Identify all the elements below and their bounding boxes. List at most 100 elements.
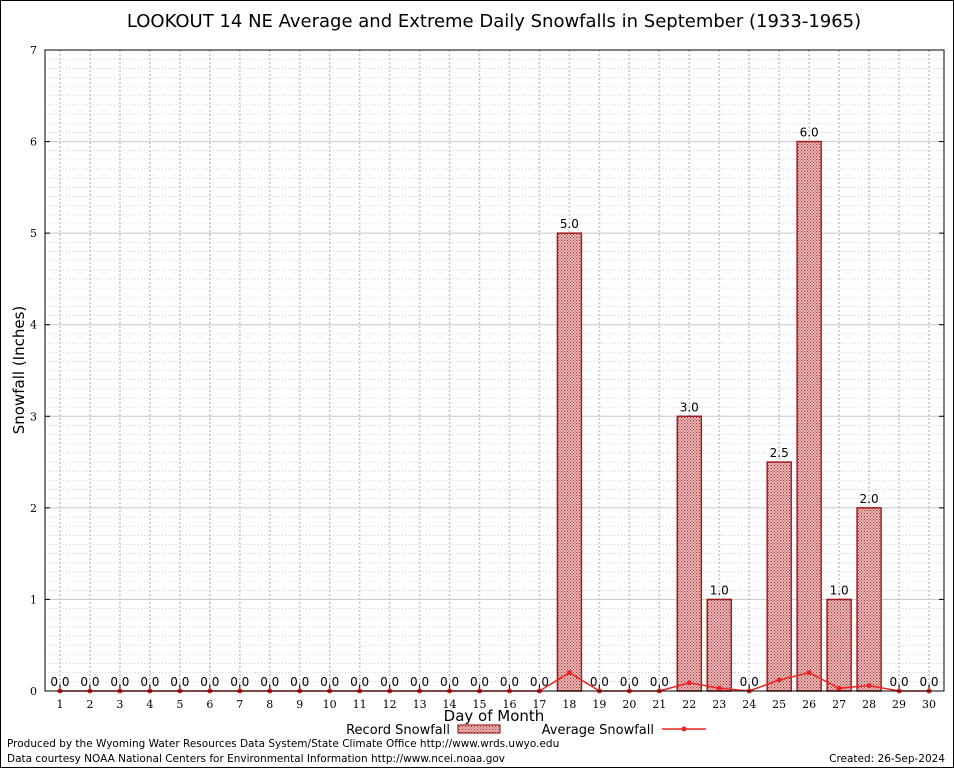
record-bar bbox=[766, 461, 792, 692]
record-value-label: 0.0 bbox=[230, 675, 249, 689]
record-value-label: 0.0 bbox=[380, 675, 399, 689]
x-tick-label: 23 bbox=[712, 698, 726, 711]
average-point bbox=[866, 683, 872, 689]
record-value-label: 0.0 bbox=[80, 675, 99, 689]
record-value-label: 0.0 bbox=[140, 675, 159, 689]
y-tick-label: 4 bbox=[30, 319, 37, 332]
record-value-label: 0.0 bbox=[590, 675, 609, 689]
record-value-label: 0.0 bbox=[620, 675, 639, 689]
record-value-label: 6.0 bbox=[800, 126, 819, 140]
x-tick-label: 3 bbox=[116, 698, 123, 711]
x-tick-label: 12 bbox=[383, 698, 397, 711]
grid-lines bbox=[45, 50, 944, 691]
x-tick-label: 13 bbox=[413, 698, 427, 711]
x-tick-label: 15 bbox=[473, 698, 487, 711]
x-tick-label: 27 bbox=[832, 698, 846, 711]
x-tick-label: 7 bbox=[236, 698, 243, 711]
legend-average-label: Average Snowfall bbox=[542, 723, 654, 738]
x-tick-label: 25 bbox=[772, 698, 786, 711]
average-point bbox=[566, 670, 572, 676]
y-tick-label: 3 bbox=[30, 410, 37, 423]
average-point bbox=[776, 677, 782, 683]
legend: Record Snowfall Average Snowfall bbox=[346, 723, 706, 738]
record-value-label: 0.0 bbox=[919, 675, 938, 689]
y-tick-labels: 0 1 2 3 4 5 6 7 bbox=[30, 44, 944, 698]
x-tick-label: 9 bbox=[296, 698, 303, 711]
average-point bbox=[806, 670, 812, 676]
record-value-label: 0.0 bbox=[350, 675, 369, 689]
average-point bbox=[716, 685, 722, 691]
record-value-label: 0.0 bbox=[50, 675, 69, 689]
x-tick-label: 6 bbox=[206, 698, 213, 711]
y-tick-label: 0 bbox=[30, 685, 37, 698]
footer-produced-by: Produced by the Wyoming Water Resources … bbox=[7, 738, 560, 750]
record-value-label: 0.0 bbox=[200, 675, 219, 689]
record-value-label: 0.0 bbox=[500, 675, 519, 689]
footer-data-courtesy: Data courtesy NOAA National Centers for … bbox=[7, 753, 506, 765]
record-bar bbox=[706, 598, 732, 692]
footer-created-date: Created: 26-Sep-2024 bbox=[829, 753, 945, 765]
record-value-label: 0.0 bbox=[260, 675, 279, 689]
x-tick-label: 8 bbox=[266, 698, 273, 711]
x-tick-label: 2 bbox=[86, 698, 93, 711]
record-bar bbox=[676, 415, 703, 692]
x-tick-label: 28 bbox=[862, 698, 876, 711]
average-point bbox=[686, 680, 692, 686]
x-tick-label: 30 bbox=[922, 698, 936, 711]
x-tick-label: 16 bbox=[502, 698, 516, 711]
record-value-label: 0.0 bbox=[650, 675, 669, 689]
x-tick-label: 14 bbox=[443, 698, 457, 711]
plot-area-border bbox=[44, 49, 945, 692]
x-tick-label: 17 bbox=[532, 698, 546, 711]
record-bar bbox=[556, 232, 583, 692]
record-bar bbox=[856, 507, 882, 692]
record-value-label: 2.0 bbox=[860, 492, 879, 506]
x-tick-label: 21 bbox=[652, 698, 666, 711]
x-tick-label: 20 bbox=[622, 698, 636, 711]
y-tick-label: 6 bbox=[30, 136, 37, 149]
x-tick-label: 4 bbox=[146, 698, 153, 711]
record-snowfall-bars bbox=[556, 140, 882, 692]
x-tick-label: 1 bbox=[56, 698, 63, 711]
average-point bbox=[836, 685, 842, 691]
x-tick-label: 22 bbox=[682, 698, 696, 711]
y-axis-label: Snowfall (Inches) bbox=[10, 306, 28, 434]
x-tick-label: 18 bbox=[562, 698, 576, 711]
record-value-label: 5.0 bbox=[560, 217, 579, 231]
y-tick-label: 1 bbox=[30, 593, 37, 606]
x-tick-label: 11 bbox=[353, 698, 367, 711]
x-tick-labels: 1 2 3 4 5 6 7 8 9 10 11 12 13 14 15 16 17 18 19 20 21 22 23 24 2… bbox=[56, 686, 936, 711]
x-axis-label: Day of Month bbox=[444, 707, 545, 725]
record-value-label: 0.0 bbox=[110, 675, 129, 689]
record-value-label: 0.0 bbox=[410, 675, 429, 689]
x-tick-label: 10 bbox=[323, 698, 337, 711]
record-value-label: 0.0 bbox=[470, 675, 489, 689]
record-value-label: 0.0 bbox=[320, 675, 339, 689]
x-tick-label: 24 bbox=[742, 698, 756, 711]
legend-average-marker bbox=[681, 726, 687, 732]
record-value-label: 2.5 bbox=[770, 446, 789, 460]
legend-record-label: Record Snowfall bbox=[346, 723, 450, 738]
bar-data-labels: 0.0 0.0 0.0 0.0 0.0 0.0 0.0 0.0 0.0 0.0 0.0 0.0 0.0 0… bbox=[50, 126, 938, 689]
x-tick-label: 29 bbox=[892, 698, 906, 711]
record-bar bbox=[796, 140, 822, 692]
x-tick-label: 26 bbox=[802, 698, 816, 711]
record-value-label: 0.0 bbox=[440, 675, 459, 689]
record-value-label: 0.0 bbox=[740, 675, 759, 689]
record-value-label: 3.0 bbox=[680, 400, 699, 414]
x-tick-label: 19 bbox=[592, 698, 606, 711]
record-value-label: 0.0 bbox=[890, 675, 909, 689]
record-bar bbox=[826, 598, 852, 692]
y-tick-label: 7 bbox=[30, 44, 37, 57]
chart-title: LOOKOUT 14 NE Average and Extreme Daily … bbox=[127, 11, 861, 32]
x-tick-label: 5 bbox=[176, 698, 183, 711]
record-value-label: 0.0 bbox=[170, 675, 189, 689]
y-tick-label: 2 bbox=[30, 502, 37, 515]
y-tick-label: 5 bbox=[30, 227, 37, 240]
record-value-label: 1.0 bbox=[830, 583, 849, 597]
legend-record-swatch bbox=[457, 724, 501, 734]
record-value-label: 0.0 bbox=[530, 675, 549, 689]
record-value-label: 0.0 bbox=[290, 675, 309, 689]
record-value-label: 1.0 bbox=[710, 583, 729, 597]
